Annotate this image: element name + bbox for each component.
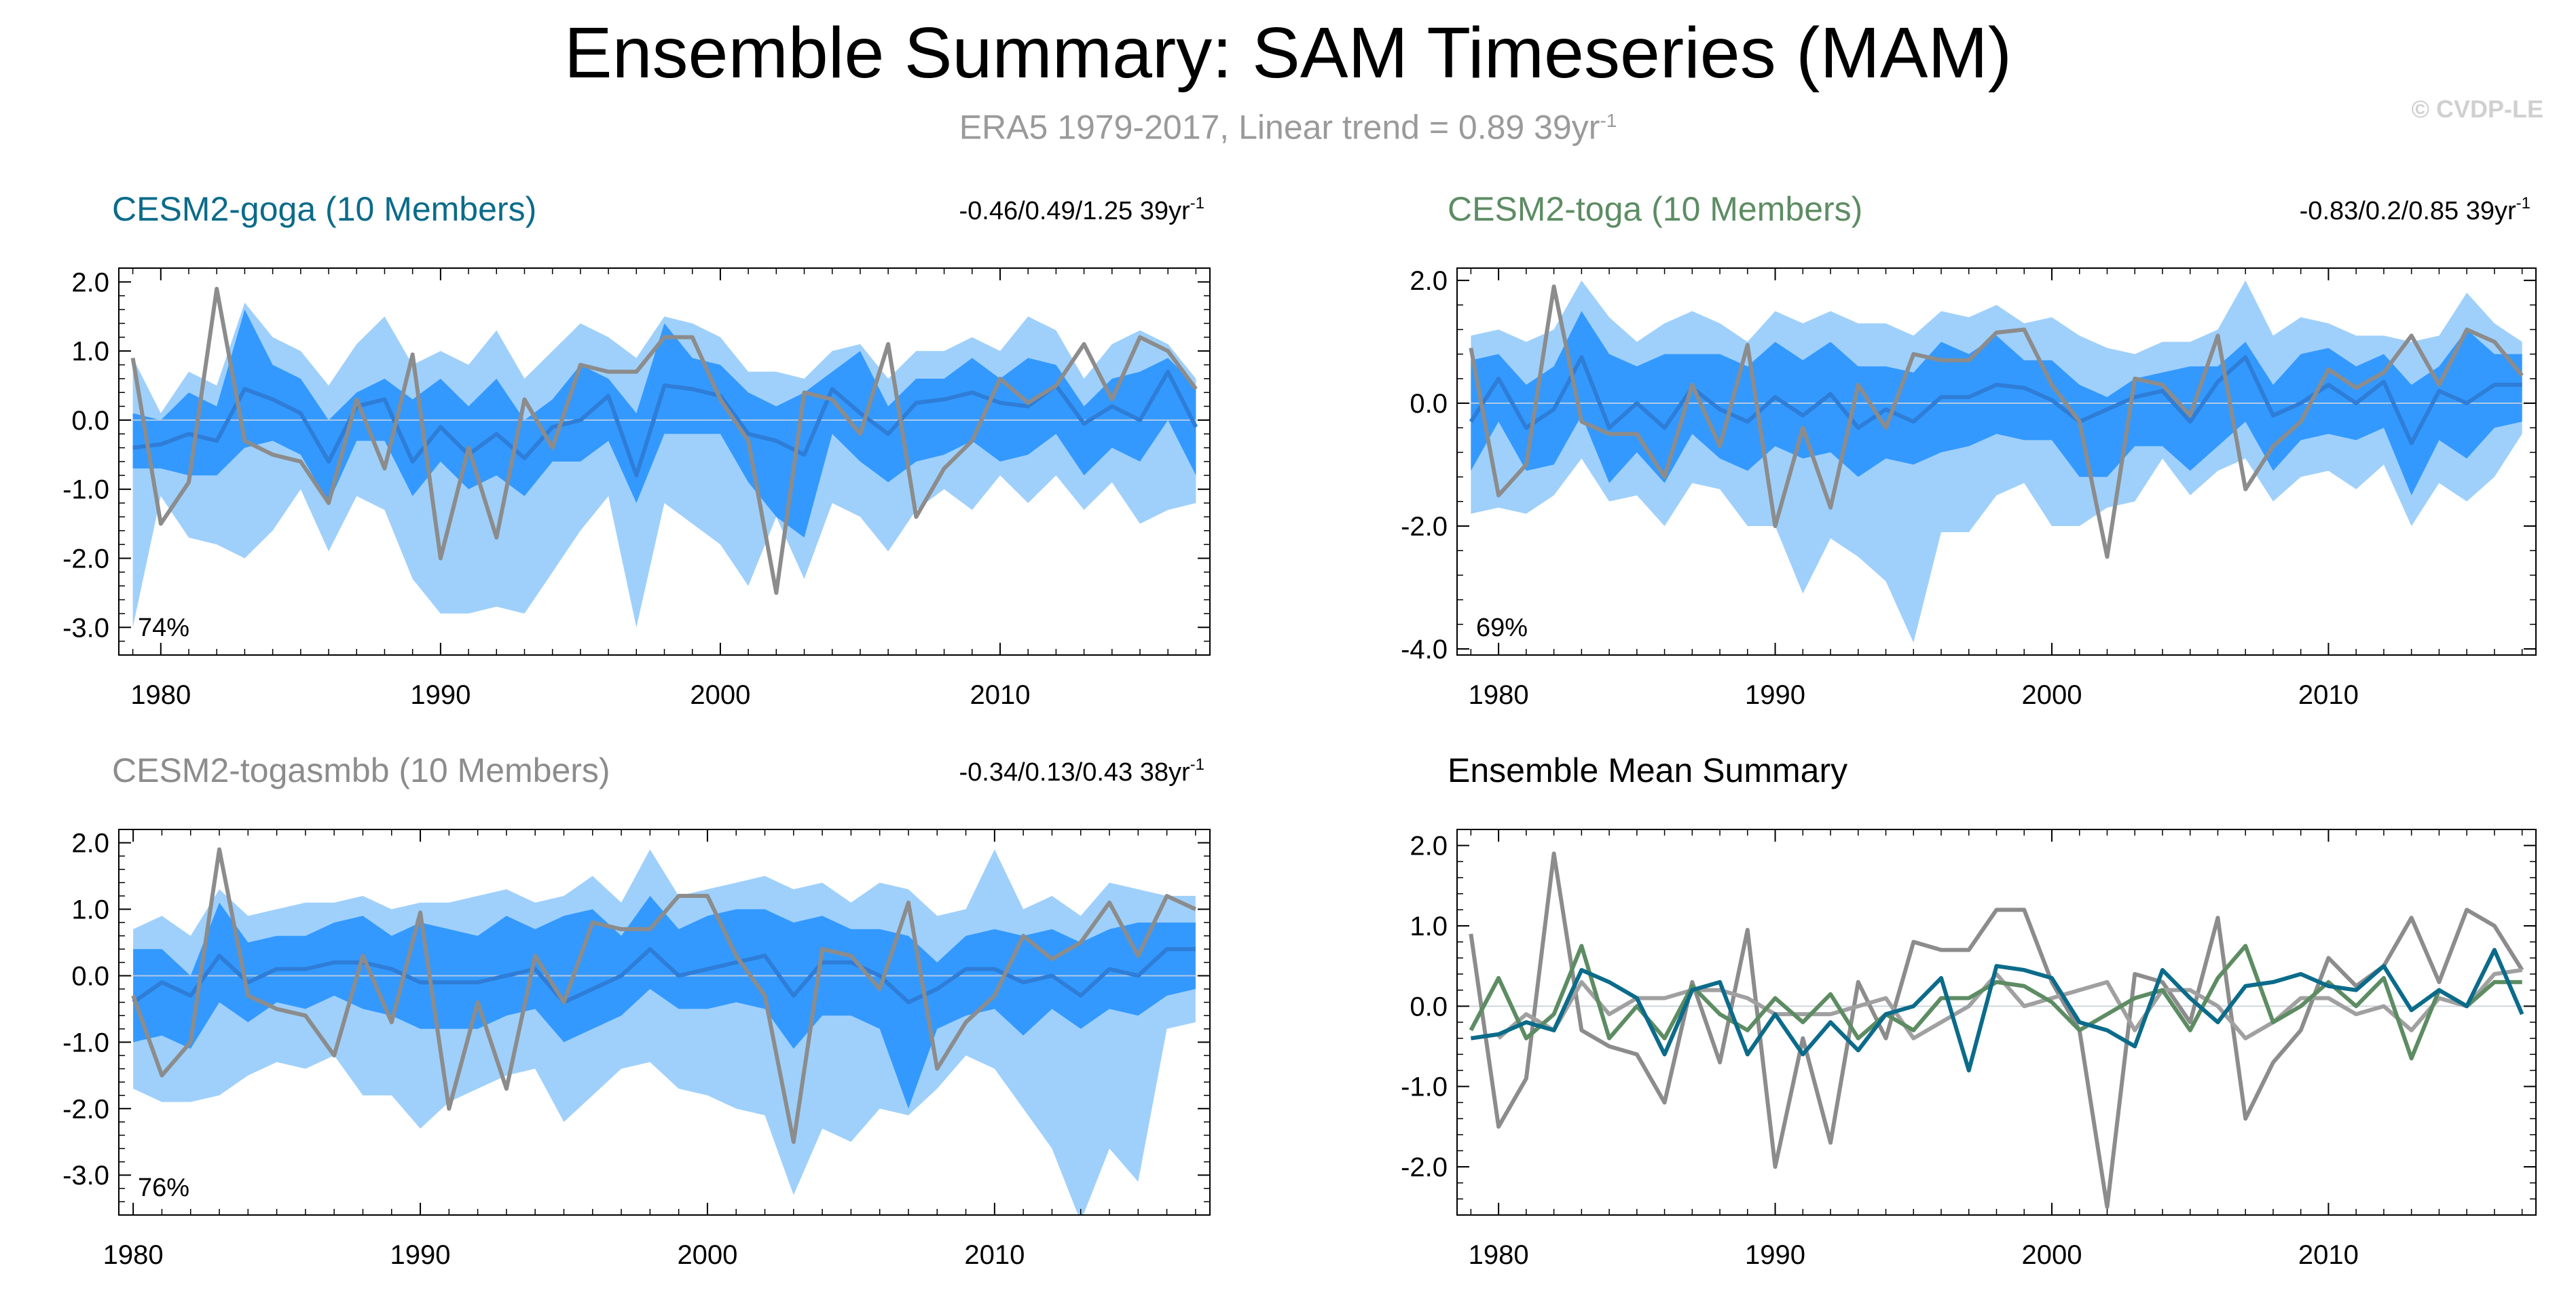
y-tick-label: 1.0 (1410, 912, 1448, 941)
band-inner (133, 895, 1196, 1109)
y-tick-label: -2.0 (62, 544, 109, 574)
y-tick-label: 2.0 (1410, 266, 1448, 296)
panel-goga: CESM2-goga (10 Members) -0.46/0.49/1.25 3… (62, 190, 1211, 710)
y-tick-label: -2.0 (62, 1094, 109, 1124)
trend-label: -0.34/0.13/0.43 38yr-1 (959, 755, 1204, 787)
trend-text: -0.34/0.13/0.43 38yr (959, 758, 1190, 787)
x-tick-label: 2010 (2298, 680, 2359, 710)
panel-title: CESM2-togasmbb (10 Members) (112, 751, 610, 789)
observed-line (131, 847, 1197, 1144)
band-inner (132, 310, 1196, 538)
plot-area (119, 286, 1210, 628)
page-subtitle: ERA5 1979-2017, Linear trend = 0.89 39yr… (0, 100, 2576, 148)
percent-label: 76% (138, 1174, 189, 1202)
x-tick-label: 2000 (2021, 1240, 2082, 1270)
trend-superscript: -1 (1190, 755, 1204, 774)
panel-title: CESM2-toga (10 Members) (1448, 190, 1862, 228)
subtitle-superscript: -1 (1600, 110, 1617, 131)
x-tick-label: 1990 (1745, 680, 1805, 710)
y-tick-label: 2.0 (71, 829, 109, 859)
percent-label: 74% (138, 614, 189, 642)
x-tick-label: 1980 (130, 680, 191, 710)
percent-label: 69% (1476, 614, 1528, 642)
x-tick-label: 2000 (690, 680, 750, 710)
panel-toga: CESM2-toga (10 Members) -0.83/0.2/0.85 39… (1401, 190, 2537, 710)
series-line-cesm2-goga (1470, 948, 2524, 1072)
trend-superscript: -1 (2516, 194, 2531, 212)
trend-text: -0.46/0.49/1.25 39yr (959, 197, 1190, 225)
x-tick-label: 1980 (1469, 1240, 1529, 1270)
y-tick-label: -4.0 (1401, 635, 1448, 665)
ensemble-mean-line (132, 947, 1196, 1005)
x-tick-label: 2000 (2021, 680, 2082, 710)
trend-label: -0.46/0.49/1.25 39yr-1 (959, 194, 1204, 225)
panel-title: CESM2-goga (10 Members) (112, 190, 536, 228)
series-line-cesm2-togasmbb (1497, 968, 2523, 1041)
plot-area (119, 847, 1210, 1215)
x-tick-label: 1990 (1745, 1240, 1805, 1270)
series-line-era5 (1469, 851, 2524, 1210)
trend-text: -0.83/0.2/0.85 39yr (2300, 197, 2516, 225)
plot-area (1457, 851, 2536, 1210)
y-tick-label: 0.0 (1410, 992, 1448, 1022)
y-tick-label: 1.0 (71, 895, 109, 925)
observed-line (1469, 284, 2524, 559)
x-tick-label: 1980 (103, 1240, 164, 1270)
y-tick-label: 0.0 (1410, 389, 1448, 419)
y-tick-label: -3.0 (62, 1161, 109, 1191)
y-tick-label: 0.0 (71, 406, 109, 436)
page-title: Ensemble Summary: SAM Timeseries (MAM) (564, 13, 2012, 93)
plot-frame (1456, 829, 2537, 1216)
x-tick-label: 2010 (2298, 1240, 2359, 1270)
x-tick-label: 1990 (410, 680, 471, 710)
x-tick-label: 2000 (677, 1240, 737, 1270)
plot-area (1457, 280, 2536, 643)
subtitle-text: ERA5 1979-2017, Linear trend = 0.89 39yr (959, 108, 1600, 147)
x-tick-label: 1990 (390, 1240, 451, 1270)
x-tick-label: 2010 (964, 1240, 1025, 1270)
plot-frame (118, 829, 1211, 1216)
y-tick-label: -2.0 (1401, 1153, 1448, 1182)
panel-togasmbb: CESM2-togasmbb (10 Members) -0.34/0.13/0.… (62, 751, 1211, 1270)
y-tick-label: 2.0 (71, 267, 109, 297)
ensemble-mean-line (1469, 355, 2522, 445)
band-outer (133, 849, 1196, 1215)
y-tick-label: -2.0 (1401, 512, 1448, 542)
y-tick-label: 0.0 (71, 961, 109, 991)
panel-title: Ensemble Mean Summary (1448, 751, 1847, 789)
copyright-label: © CVDP-LE (2411, 95, 2543, 123)
y-tick-label: -1.0 (62, 1028, 109, 1058)
trend-label: -0.83/0.2/0.85 39yr-1 (2300, 194, 2531, 225)
panel-ensmean: Ensemble Mean Summary 2.0 1.0 0.0 -1.0 -2.0 19… (1401, 751, 2537, 1270)
x-tick-label: 1980 (1469, 680, 1529, 710)
x-tick-label: 2010 (970, 680, 1030, 710)
trend-superscript: -1 (1190, 194, 1204, 212)
observed-line (130, 286, 1198, 595)
y-tick-label: 1.0 (71, 337, 109, 367)
ensemble-mean-line (132, 369, 1198, 478)
y-tick-label: 2.0 (1410, 831, 1448, 861)
y-tick-label: -3.0 (62, 613, 109, 643)
y-tick-label: -1.0 (62, 475, 109, 505)
y-tick-label: -1.0 (1401, 1072, 1448, 1102)
